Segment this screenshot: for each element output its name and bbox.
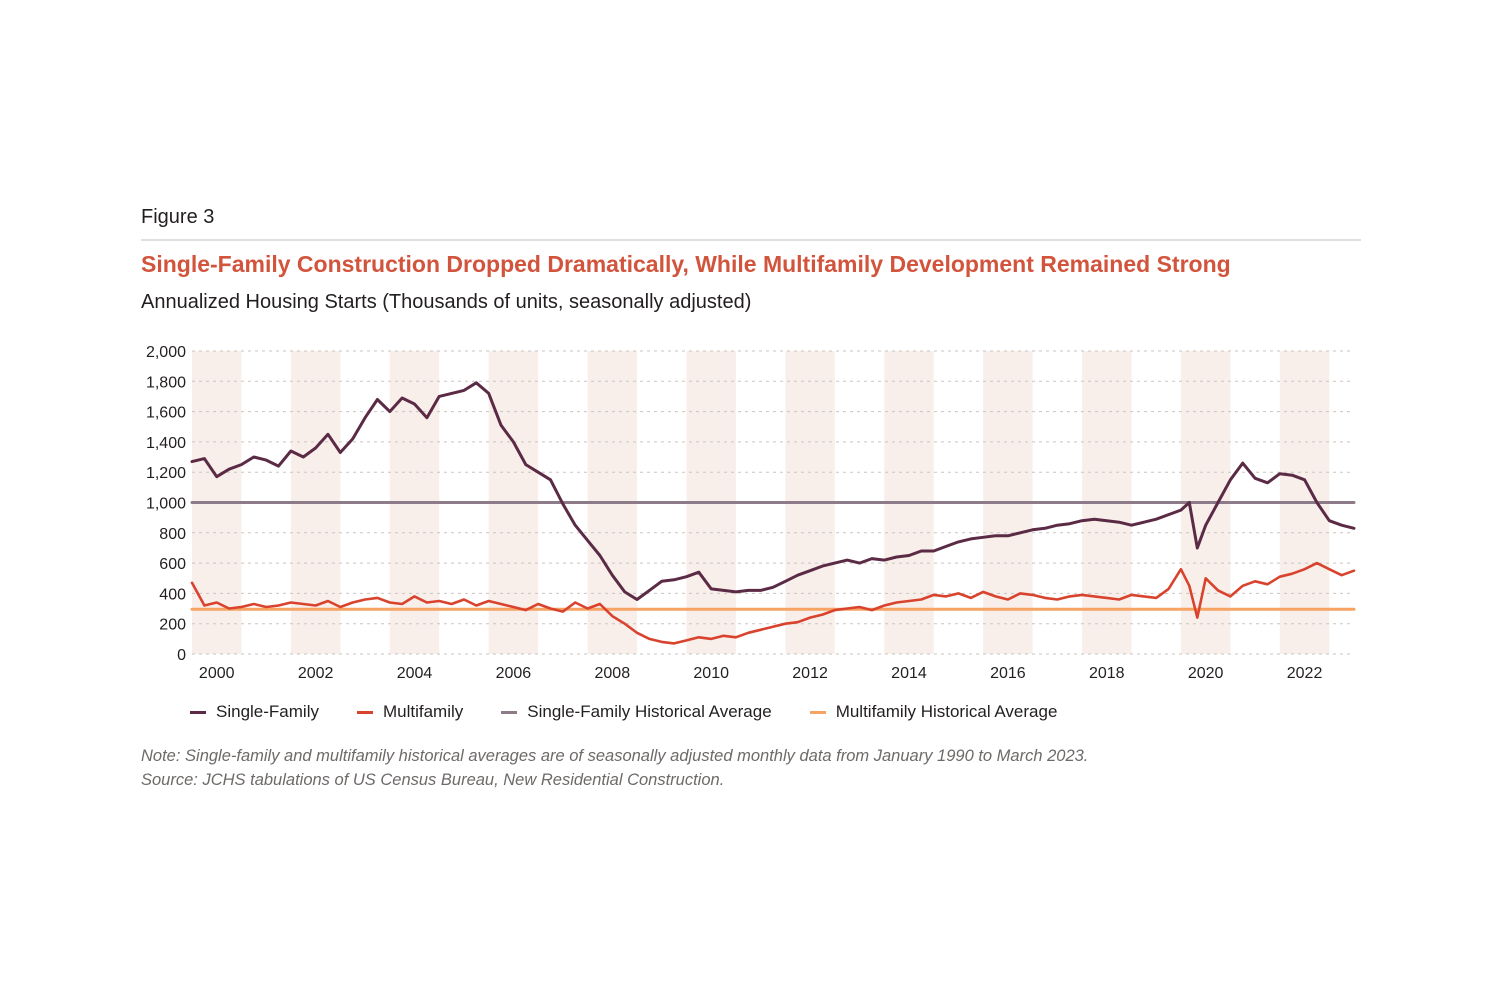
x-tick-label: 2002 xyxy=(298,665,334,682)
y-tick-label: 1,400 xyxy=(146,435,186,452)
y-tick-label: 400 xyxy=(159,586,186,603)
source-text: Source: JCHS tabulations of US Census Bu… xyxy=(141,771,725,789)
x-tick-label: 2022 xyxy=(1287,665,1323,682)
x-tick-label: 2020 xyxy=(1188,665,1224,682)
x-tick-label: 2018 xyxy=(1089,665,1125,682)
legend-item-single-family-average: Single-Family Historical Average xyxy=(501,702,772,722)
y-tick-label: 1,000 xyxy=(146,496,186,513)
chart-notes: Note: Single-family and multifamily hist… xyxy=(141,744,1088,792)
header-divider xyxy=(141,239,1361,241)
legend-label: Multifamily Historical Average xyxy=(835,702,1058,721)
y-tick-label: 200 xyxy=(159,617,186,634)
legend-swatch-multifamily-average xyxy=(809,710,826,714)
legend-item-multifamily-average: Multifamily Historical Average xyxy=(809,702,1058,722)
y-tick-label: 1,600 xyxy=(146,405,186,422)
legend-item-single-family: Single-Family xyxy=(190,702,319,722)
x-tick-label: 2004 xyxy=(397,665,433,682)
note-text: Note: Single-family and multifamily hist… xyxy=(141,747,1089,765)
x-axis-ticks: 2000 2002 2004 2006 2008 2010 2012 2014 2016 2018… xyxy=(199,665,1323,682)
series-lines xyxy=(190,381,1356,645)
x-tick-label: 2006 xyxy=(496,665,532,682)
legend: Single-Family Multifamily Single-Family … xyxy=(190,702,1057,722)
y-tick-label: 1,800 xyxy=(146,374,186,391)
chart-title: Single-Family Construction Dropped Drama… xyxy=(141,251,1231,277)
legend-swatch-single-family-average xyxy=(501,710,518,714)
x-tick-label: 2016 xyxy=(990,665,1026,682)
legend-swatch-single-family xyxy=(190,710,206,714)
y-tick-label: 0 xyxy=(177,647,186,664)
x-tick-label: 2008 xyxy=(595,665,631,682)
x-tick-label: 2012 xyxy=(792,665,828,682)
y-axis-ticks: 0 200 400 600 800 1,000 1,200 1,400 1,600 1,800 2,… xyxy=(146,344,186,664)
y-tick-label: 1,200 xyxy=(146,465,186,482)
y-tick-label: 600 xyxy=(159,556,186,573)
legend-item-multifamily: Multifamily xyxy=(356,702,464,722)
single-family-line xyxy=(190,381,1356,601)
x-tick-label: 2010 xyxy=(693,665,729,682)
y-tick-label: 2,000 xyxy=(146,344,186,361)
y-tick-label: 800 xyxy=(159,526,186,543)
multifamily-line xyxy=(190,561,1356,645)
legend-swatch-multifamily xyxy=(356,710,373,714)
chart-subtitle: Annualized Housing Starts (Thousands of … xyxy=(141,291,752,313)
legend-label: Single-Family Historical Average xyxy=(527,702,772,721)
x-tick-label: 2000 xyxy=(199,665,235,682)
legend-label: Single-Family xyxy=(216,702,319,721)
legend-label: Multifamily xyxy=(382,702,464,721)
figure-label: Figure 3 xyxy=(141,206,215,228)
x-tick-label: 2014 xyxy=(891,665,927,682)
